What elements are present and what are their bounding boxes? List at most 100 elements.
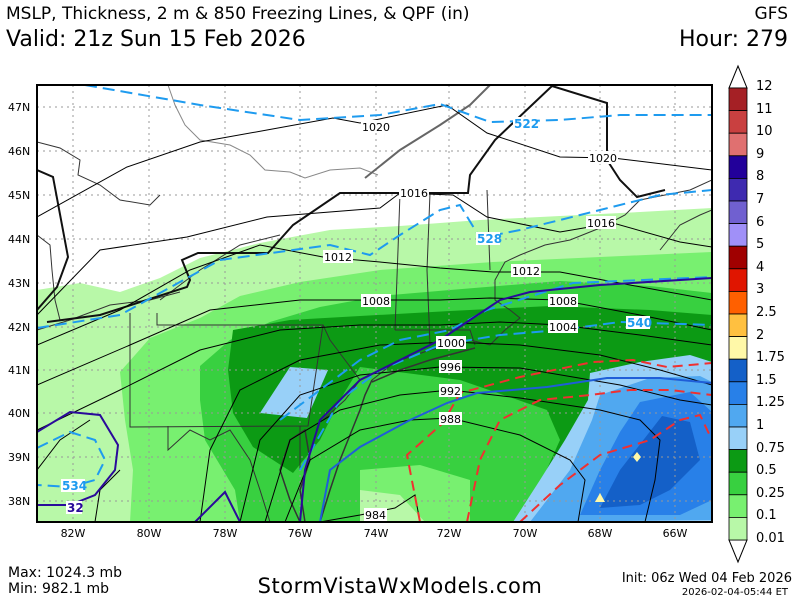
map-frame (36, 84, 713, 523)
thickness-lines (37, 85, 712, 489)
lon-label: 76W (288, 527, 313, 540)
colorbar-swatch (728, 517, 748, 541)
colorbar-label: 11 (756, 101, 773, 117)
svg-text:540: 540 (627, 316, 652, 330)
svg-text:1008: 1008 (362, 295, 390, 308)
thickness-label: 522 (513, 117, 539, 131)
colorbar-swatch (728, 268, 748, 292)
thickness-labels: 522 528 534 540 (61, 117, 652, 493)
map-title: MSLP, Thickness, 2 m & 850 Freezing Line… (6, 4, 470, 24)
lat-label: 42N (8, 321, 30, 334)
lat-label: 38N (8, 495, 30, 508)
valid-time: Valid: 21z Sun 15 Feb 2026 (6, 27, 306, 52)
forecast-hour: Hour: 279 (678, 27, 788, 52)
colorbar-swatch (728, 177, 748, 202)
colorbar-swatch (728, 403, 748, 428)
colorbar-swatch (728, 426, 748, 451)
isobars (37, 104, 712, 522)
colorbar-swatch (728, 200, 748, 225)
colorbar-label: 0.1 (756, 508, 777, 524)
colorbar-swatch (728, 223, 748, 247)
colorbar-swatch (728, 494, 748, 518)
isobar-label: 992 (439, 384, 462, 398)
svg-text:1016: 1016 (400, 187, 428, 200)
colorbar (728, 64, 748, 564)
lon-label: 66W (663, 527, 688, 540)
svg-text:534: 534 (62, 479, 87, 493)
colorbar-swatch (728, 449, 748, 473)
svg-text:984: 984 (365, 509, 386, 522)
lon-label: 68W (588, 527, 613, 540)
svg-text:1012: 1012 (324, 251, 352, 264)
svg-text:1020: 1020 (589, 152, 617, 165)
colorbar-label: 2 (756, 327, 765, 343)
colorbar-label: 0.01 (756, 531, 785, 546)
svg-text:1008: 1008 (549, 295, 577, 308)
svg-text:1020: 1020 (362, 121, 390, 134)
colorbar-label: 1.75 (756, 350, 785, 366)
svg-text:988: 988 (440, 413, 461, 426)
isobar-labels: 1020 1020 1016 1016 1012 1012 1008 1008 … (323, 120, 618, 522)
svg-text:1004: 1004 (549, 321, 577, 334)
colorbar-label: 12 (756, 79, 773, 94)
isobar-label: 984 (364, 508, 387, 522)
isobar-label: 1016 (399, 186, 429, 200)
isobar-label: 1020 (588, 151, 618, 165)
colorbar-swatch (728, 313, 748, 338)
colorbar-bottom-arrow-icon (728, 539, 748, 564)
site-watermark: StormVistaWxModels.com (257, 574, 543, 598)
colorbar-label: 6 (756, 214, 765, 230)
svg-text:1016: 1016 (587, 217, 615, 230)
colorbar-swatch (728, 110, 748, 134)
generated-timestamp: 2026-02-04-05:44 ET (681, 587, 788, 598)
isobar-label: 1012 (323, 250, 353, 264)
lon-label: 74W (364, 527, 389, 540)
lon-label: 70W (513, 527, 538, 540)
isobar-label: 1008 (361, 294, 391, 308)
colorbar-swatch (728, 471, 748, 496)
svg-text:522: 522 (514, 117, 539, 131)
init-time: Init: 06z Wed 04 Feb 2026 (621, 571, 792, 586)
lat-label: 46N (8, 145, 30, 158)
colorbar-swatch (728, 381, 748, 405)
colorbar-label: 2.5 (756, 305, 777, 320)
thickness-label: 534 (61, 479, 87, 493)
lat-label: 40N (8, 407, 30, 420)
isobar-label: 996 (439, 360, 462, 374)
colorbar-label: 0.25 (756, 485, 785, 501)
latitude-labels: 47N 46N 45N 44N 43N 42N 41N 40N 39N 38N (8, 101, 30, 508)
colorbar-swatch (728, 132, 748, 157)
colorbar-label: 1 (756, 418, 765, 433)
colorbar-label: 9 (756, 146, 765, 162)
lat-label: 41N (8, 364, 30, 377)
colorbar-label: 4 (756, 259, 765, 275)
longitude-labels: 82W 80W 78W 76W 74W 72W 70W 68W 66W (61, 527, 688, 540)
freezing-line-label: 32 (66, 501, 84, 515)
colorbar-label: 8 (756, 169, 765, 185)
colorbar-label: 0.5 (756, 463, 777, 479)
isobar-label: 1004 (548, 320, 578, 334)
colorbar-label: 3 (756, 282, 765, 298)
lat-label: 44N (8, 233, 30, 246)
isobar-label: 988 (439, 412, 462, 426)
colorbar-swatch (728, 358, 748, 383)
svg-text:1012: 1012 (512, 265, 540, 278)
lon-label: 78W (213, 527, 238, 540)
isobar-label: 1012 (511, 264, 541, 278)
isobar-label: 1020 (361, 120, 391, 134)
isobar-label: 1016 (586, 216, 616, 230)
isobar-label: 1008 (548, 294, 578, 308)
lon-label: 72W (437, 527, 462, 540)
min-pressure: Min: 982.1 mb (8, 581, 110, 597)
warm-thickness-lines (405, 358, 712, 522)
lat-label: 43N (8, 277, 30, 290)
lon-label: 82W (61, 527, 86, 540)
colorbar-label: 7 (756, 192, 765, 207)
colorbar-swatch (728, 155, 748, 179)
model-name: GFS (754, 4, 788, 24)
colorbar-label: 0.75 (756, 440, 785, 456)
thickness-label: 528 (476, 232, 502, 246)
colorbar-swatch (728, 87, 748, 112)
isobar-label: 1000 (436, 336, 466, 350)
